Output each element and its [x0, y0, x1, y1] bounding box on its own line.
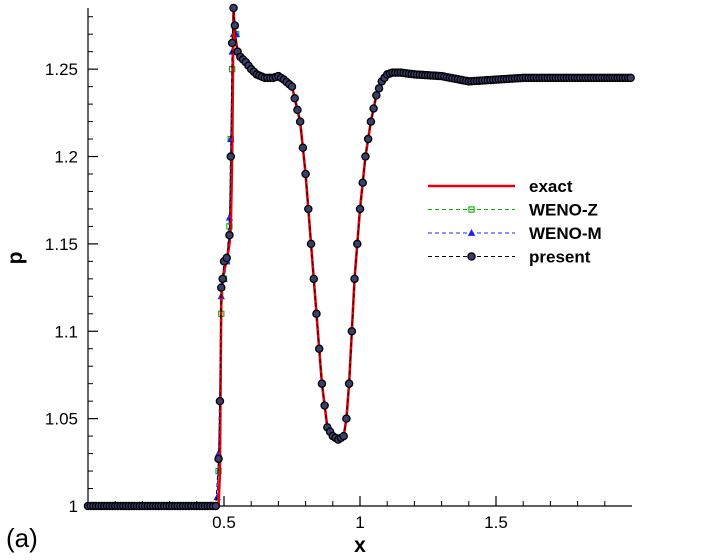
legend-item-present: present: [428, 248, 591, 267]
legend-item-weno-z: WENO-Z: [428, 201, 598, 220]
data-point: [301, 169, 310, 179]
legend-marker: [467, 252, 476, 261]
y-tick-label: 1.1: [54, 322, 78, 341]
data-point: [225, 230, 234, 240]
x-ticks: 0.5 1 1.5: [114, 496, 606, 532]
data-point: [287, 82, 297, 91]
data-point: [215, 396, 225, 406]
data-point: [312, 309, 321, 319]
data-point: [342, 414, 351, 423]
data-point: [339, 431, 348, 441]
y-ticks: 1 1.05 1.1 1.15 1.2 1.25: [45, 16, 98, 516]
data-point: [295, 117, 305, 126]
series-present: [83, 3, 635, 511]
data-point: [222, 253, 231, 263]
legend-marker: [467, 228, 476, 236]
y-tick-label: 1.2: [54, 148, 78, 167]
data-point: [372, 91, 381, 100]
data-point: [363, 134, 373, 144]
x-tick-label: 1: [355, 513, 364, 532]
legend-label: WENO-M: [529, 224, 602, 243]
data-point: [344, 379, 354, 388]
data-point: [229, 3, 238, 13]
y-axis-title: p: [4, 252, 27, 265]
y-tick-label: 1.25: [45, 60, 78, 79]
data-point: [320, 401, 329, 410]
data-point: [369, 104, 378, 113]
data-point: [361, 152, 370, 161]
data-point: [626, 73, 635, 83]
legend-item-exact: exact: [428, 177, 573, 196]
data-point: [290, 94, 299, 103]
data-point: [353, 239, 362, 249]
data-point: [293, 105, 302, 115]
y-tick-label: 1.15: [45, 235, 78, 254]
y-tick-label: 1.05: [45, 410, 78, 429]
data-point: [350, 274, 359, 284]
data-point: [317, 379, 327, 388]
legend: exact WENO-Z WENO-M present: [428, 177, 602, 267]
data-point: [306, 239, 316, 249]
data-point: [358, 178, 367, 187]
data-point: [226, 152, 236, 161]
data-point: [217, 283, 226, 292]
data-point: [211, 501, 221, 511]
data-point: [298, 143, 308, 153]
data-point: [227, 38, 237, 48]
x-tick-label: 0.5: [212, 513, 236, 532]
data-point: [218, 274, 227, 284]
data-point: [309, 274, 319, 284]
plot-area: 0.5 1 1.5 1 1.05 1.1 1.15 1.2 1.25: [45, 3, 635, 532]
legend-label: exact: [529, 177, 573, 196]
data-point: [214, 454, 223, 464]
x-axis-title: x: [354, 534, 366, 557]
data-point: [374, 84, 384, 93]
legend-label: present: [529, 248, 591, 267]
data-point: [366, 117, 376, 126]
panel-label: (a): [6, 523, 38, 553]
data-point: [314, 344, 324, 353]
series-layer: [83, 3, 635, 511]
data-point: [347, 327, 357, 336]
y-tick-label: 1: [69, 497, 78, 516]
data-point: [304, 204, 313, 214]
data-point: [355, 204, 365, 214]
data-point: [230, 21, 240, 30]
x-tick-label: 1.5: [484, 513, 508, 532]
legend-marker: [468, 206, 475, 213]
legend-item-weno-m: WENO-M: [428, 224, 602, 243]
legend-label: WENO-Z: [529, 201, 598, 220]
